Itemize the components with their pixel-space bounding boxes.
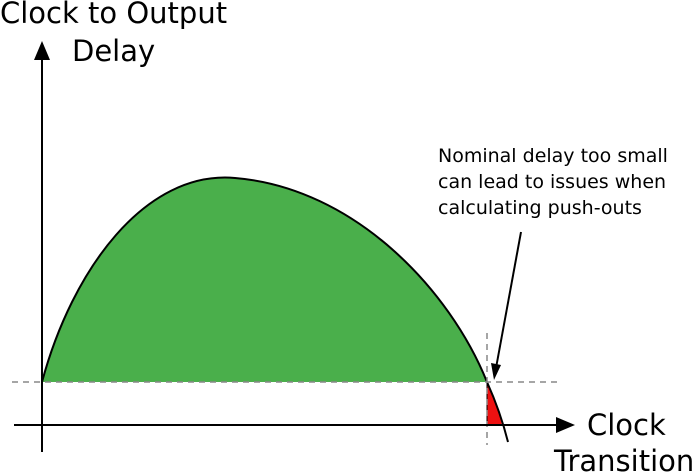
annotation-line2: can lead to issues when [438, 171, 666, 193]
annotation-line3: calculating push-outs [438, 197, 642, 219]
y-axis-arrowhead [34, 41, 50, 60]
x-axis-label-line2: Transition [553, 444, 694, 474]
annotation-line1: Nominal delay too small [438, 145, 668, 167]
delay-curve [41, 176, 509, 443]
y-axis-label-line1: Clock to Output [0, 0, 227, 30]
x-axis-arrowhead [556, 417, 575, 433]
x-axis-label-line1: Clock [587, 408, 666, 442]
annotation-pointer-line [495, 231, 522, 369]
y-axis-label-line2: Delay [72, 34, 155, 68]
delay-curve-area [42, 177, 487, 382]
annotation-pointer-arrowhead [491, 363, 501, 380]
